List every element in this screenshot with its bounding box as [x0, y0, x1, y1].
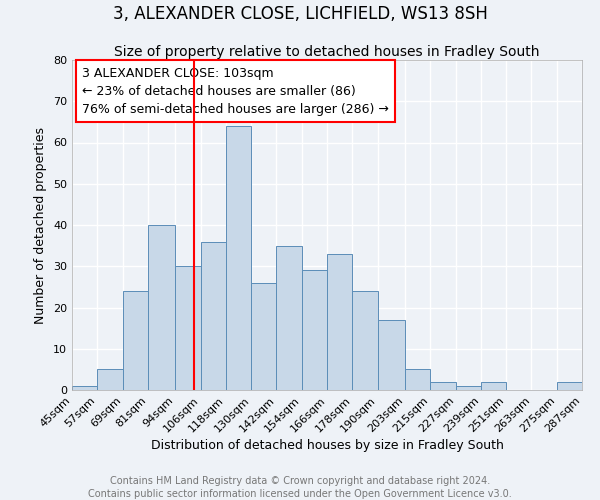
- Bar: [557, 382, 582, 390]
- Bar: [72, 386, 97, 390]
- X-axis label: Distribution of detached houses by size in Fradley South: Distribution of detached houses by size …: [151, 440, 503, 452]
- Bar: [430, 382, 455, 390]
- Text: 3 ALEXANDER CLOSE: 103sqm
← 23% of detached houses are smaller (86)
76% of semi-: 3 ALEXANDER CLOSE: 103sqm ← 23% of detac…: [82, 66, 389, 116]
- Title: Size of property relative to detached houses in Fradley South: Size of property relative to detached ho…: [114, 45, 540, 59]
- Bar: [377, 320, 405, 390]
- Bar: [352, 291, 377, 390]
- Bar: [226, 126, 251, 390]
- Text: 3, ALEXANDER CLOSE, LICHFIELD, WS13 8SH: 3, ALEXANDER CLOSE, LICHFIELD, WS13 8SH: [113, 5, 487, 23]
- Y-axis label: Number of detached properties: Number of detached properties: [34, 126, 47, 324]
- Bar: [277, 246, 302, 390]
- Bar: [455, 386, 481, 390]
- Bar: [97, 370, 122, 390]
- Bar: [302, 270, 327, 390]
- Bar: [122, 291, 148, 390]
- Text: Contains HM Land Registry data © Crown copyright and database right 2024.
Contai: Contains HM Land Registry data © Crown c…: [88, 476, 512, 499]
- Bar: [327, 254, 352, 390]
- Bar: [251, 283, 277, 390]
- Bar: [148, 225, 175, 390]
- Bar: [175, 266, 200, 390]
- Bar: [200, 242, 226, 390]
- Bar: [481, 382, 506, 390]
- Bar: [405, 370, 430, 390]
